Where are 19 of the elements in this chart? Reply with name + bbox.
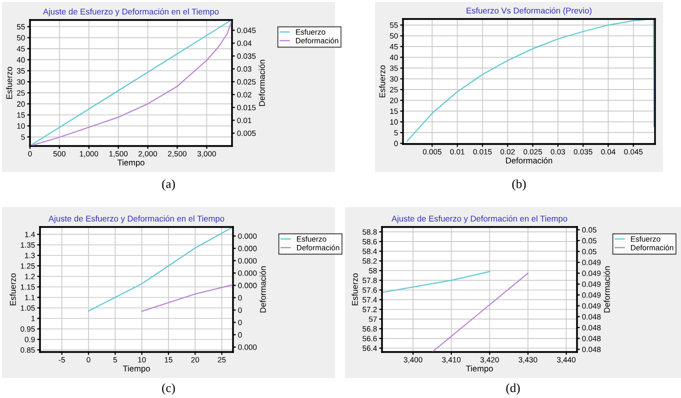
chart-title: Ajuste de Esfuerzo y Deformación en el Tiempo	[392, 215, 568, 224]
chart-title: Esfuerzo Vs Deformación (Previo)	[466, 7, 592, 16]
x-axis-title: Tiempo	[122, 365, 150, 374]
y-axis-title: Esfuerzo	[6, 66, 12, 99]
y-axis-title: Esfuerzo	[352, 273, 358, 306]
chart-title: Ajuste de Esfuerzo y Deformación en el Tiempo	[48, 215, 224, 224]
x-axis-title: Tiempo	[117, 159, 144, 168]
text: (a)	[162, 179, 175, 191]
text: (d)	[506, 383, 520, 395]
text: (c)	[162, 383, 175, 395]
x-axis-title: Deformación	[506, 157, 552, 164]
x-axis-title: Tiempo	[466, 365, 493, 374]
text: (b)	[512, 179, 526, 191]
y2-axis-title: Deformación	[258, 60, 265, 106]
y2-axis-title: Deformación	[260, 266, 266, 312]
y-axis-title: Esfuerzo	[10, 273, 16, 306]
y2-axis-title: Deformación	[604, 266, 610, 312]
chart-title: Ajuste de Esfuerzo y Deformación en el Tiempo	[43, 8, 219, 16]
y-axis-title: Esfuerzo	[379, 65, 386, 98]
